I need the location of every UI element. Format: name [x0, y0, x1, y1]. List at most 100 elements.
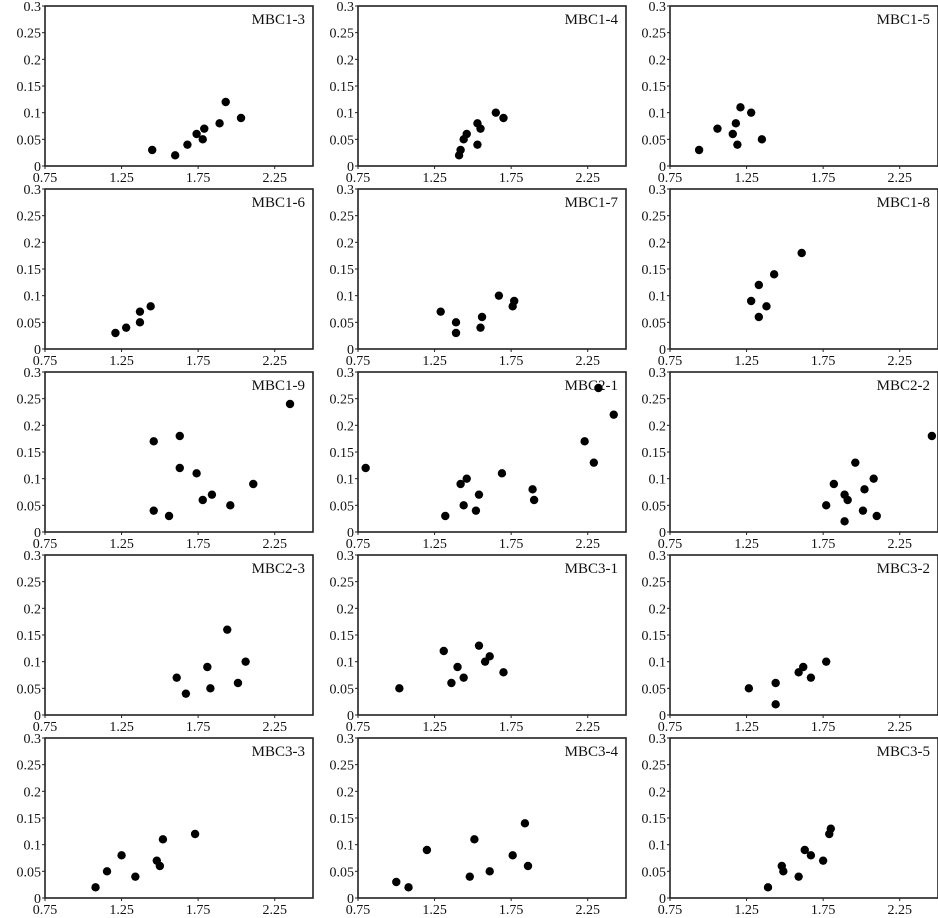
data-point: [183, 140, 192, 149]
data-point: [733, 140, 742, 149]
scatter-panel-mbc1-6: 0 0.05 0.1 0.15 0.2 0.25 0.3 0.75 1.25 1.75 2.25 MB…: [17, 183, 314, 369]
y-tick-label: 0.15: [17, 446, 42, 461]
data-point: [771, 678, 780, 688]
x-tick-label: 1.25: [109, 903, 134, 918]
x-tick-label: 0.75: [658, 171, 683, 186]
x-tick-label: 1.75: [811, 720, 836, 735]
x-tick-label: 1.25: [422, 903, 447, 918]
x-tick-label: 1.75: [186, 354, 211, 369]
data-point: [754, 312, 764, 322]
scatter-panel-mbc2-1: 0 0.05 0.1 0.15 0.2 0.25 0.3 0.75 1.25 1.75 2.25 MB…: [330, 366, 627, 552]
scatter-panel-mbc3-5: 0 0.05 0.1 0.15 0.2 0.25 0.3 0.75 1.25 1.75 2.25 MB…: [642, 732, 938, 918]
x-tick-label: 0.75: [33, 720, 58, 735]
x-tick-label: 1.75: [499, 354, 524, 369]
x-tick-label: 1.75: [811, 171, 836, 186]
data-point: [135, 318, 145, 327]
y-tick-label: 0.2: [649, 419, 667, 434]
y-tick-label: 0.15: [330, 263, 355, 278]
y-tick-label: 0.3: [337, 366, 355, 381]
y-tick-label: 0.15: [17, 80, 42, 95]
x-tick-label: 1.25: [422, 354, 447, 369]
data-point: [175, 431, 184, 441]
y-tick-label: 0.2: [337, 236, 355, 251]
y-tick-label: 0.3: [24, 366, 42, 381]
data-point: [170, 151, 180, 160]
data-point: [485, 652, 494, 661]
plot-frame: [669, 371, 938, 533]
y-tick-label: 0: [34, 709, 41, 724]
data-point: [473, 140, 482, 149]
data-point: [200, 124, 209, 133]
x-tick-label: 1.25: [109, 354, 134, 369]
data-point: [869, 474, 878, 483]
data-point: [111, 328, 120, 338]
data-point: [771, 700, 780, 709]
panel-title: MBC1-9: [252, 378, 305, 394]
y-tick-label: 0.2: [24, 602, 42, 617]
data-point: [447, 678, 456, 688]
x-tick-label: 2.25: [262, 720, 287, 735]
x-tick-label: 2.25: [887, 171, 912, 186]
y-tick-label: 0.2: [24, 53, 42, 68]
data-point: [155, 861, 165, 871]
y-tick-label: 0.3: [24, 732, 42, 747]
data-point: [794, 872, 803, 881]
y-tick-label: 0.15: [330, 629, 355, 644]
data-point: [91, 883, 100, 892]
scatter-panel-mbc1-8: 0 0.05 0.1 0.15 0.2 0.25 0.3 0.75 1.25 1.75 2.25 MB…: [642, 183, 938, 369]
y-tick-label: 0: [659, 343, 666, 358]
scatter-panel-mbc3-4: 0 0.05 0.1 0.15 0.2 0.25 0.3 0.75 1.25 1.75 2.25 MB…: [330, 732, 627, 918]
y-tick-label: 0.05: [330, 316, 355, 331]
y-tick-label: 0.3: [337, 732, 355, 747]
x-tick-label: 2.25: [575, 354, 600, 369]
y-tick-label: 0.1: [24, 107, 42, 122]
data-point: [451, 318, 461, 327]
panel-title: MBC2-2: [877, 378, 930, 394]
y-tick-label: 0: [659, 709, 666, 724]
x-tick-label: 1.25: [422, 720, 447, 735]
data-point: [207, 490, 217, 499]
panel-title: MBC3-3: [252, 744, 305, 760]
y-tick-label: 0.15: [642, 80, 667, 95]
scatter-panel-mbc1-4: 0 0.05 0.1 0.15 0.2 0.25 0.3 0.75 1.25 1.75 2.25 MB…: [330, 0, 627, 186]
data-point: [459, 673, 468, 682]
y-tick-label: 0.1: [24, 473, 42, 488]
panel-title: MBC1-6: [252, 195, 306, 211]
data-point: [462, 474, 471, 483]
y-tick-label: 0.15: [642, 812, 667, 827]
y-tick-label: 0.2: [337, 785, 355, 800]
x-tick-label: 1.75: [186, 903, 211, 918]
y-tick-label: 0: [34, 526, 41, 541]
scatter-panel-mbc2-3: 0 0.05 0.1 0.15 0.2 0.25 0.3 0.75 1.25 1.75 2.25 MB…: [17, 549, 314, 735]
x-tick-label: 1.75: [186, 537, 211, 552]
panel-title: MBC3-5: [877, 744, 930, 760]
data-point: [422, 845, 432, 855]
x-tick-label: 1.25: [109, 537, 134, 552]
data-point: [158, 835, 168, 844]
y-tick-label: 0.25: [642, 576, 667, 591]
panel-title: MBC3-4: [565, 744, 619, 760]
data-point: [241, 657, 250, 666]
y-tick-label: 0.25: [330, 576, 355, 591]
y-tick-label: 0.3: [24, 549, 42, 564]
y-tick-label: 0.05: [642, 865, 667, 880]
data-point: [769, 270, 779, 279]
scatter-panel-mbc1-7: 0 0.05 0.1 0.15 0.2 0.25 0.3 0.75 1.25 1.75 2.25 MB…: [330, 183, 627, 369]
data-point: [456, 145, 465, 155]
scatter-panel-mbc1-9: 0 0.05 0.1 0.15 0.2 0.25 0.3 0.75 1.25 1.75 2.25 MB…: [17, 366, 314, 552]
data-point: [736, 103, 745, 112]
y-tick-label: 0.2: [337, 53, 355, 68]
y-tick-label: 0.1: [649, 473, 667, 488]
data-point: [497, 469, 507, 478]
data-point: [456, 479, 465, 489]
y-tick-label: 0: [347, 892, 354, 907]
y-tick-label: 0.05: [642, 682, 667, 697]
y-tick-label: 0.1: [649, 839, 667, 854]
y-tick-label: 0.3: [24, 0, 42, 15]
data-point: [172, 673, 181, 682]
data-point: [175, 463, 184, 473]
x-tick-label: 1.25: [734, 720, 759, 735]
plot-frame: [669, 188, 938, 350]
data-point: [529, 495, 539, 505]
